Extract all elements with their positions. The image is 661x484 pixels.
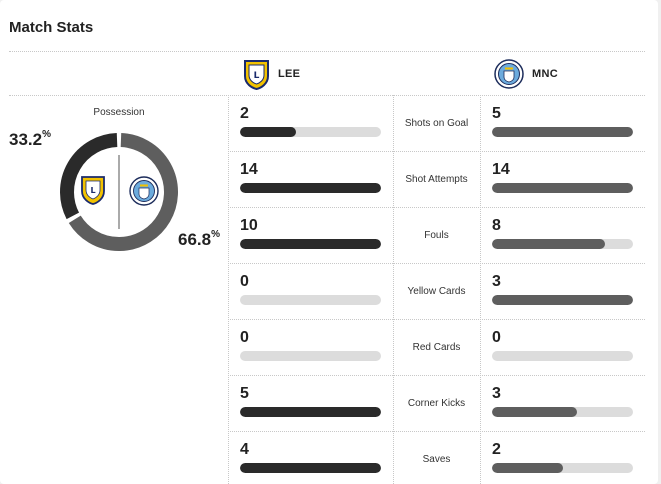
home-stat-bar-fill <box>240 239 381 249</box>
away-stat-bar-fill <box>492 463 563 473</box>
away-stat-cell: 14 <box>480 151 645 207</box>
stat-label: Shot Attempts <box>405 173 468 185</box>
stat-row: 10 Fouls 8 <box>0 207 658 263</box>
row-divider <box>228 431 645 432</box>
away-stat-cell: 3 <box>480 263 645 319</box>
home-stat-cell: 2 <box>228 95 393 151</box>
stat-row: 5 Corner Kicks 3 <box>0 375 658 431</box>
away-stat-bar <box>492 295 633 305</box>
stat-label: Yellow Cards <box>407 285 466 297</box>
home-stat-bar-fill <box>240 183 381 193</box>
possession-label: Possession <box>93 107 145 118</box>
man-city-crest-icon <box>129 176 159 206</box>
away-stat-value: 2 <box>492 441 501 458</box>
page-title: Match Stats <box>9 19 94 36</box>
stat-row: 2 Shots on Goal 5 <box>0 95 658 151</box>
stat-row: 14 Shot Attempts 14 <box>0 151 658 207</box>
home-possession-value: 33.2% <box>9 129 51 149</box>
away-stat-cell: 8 <box>480 207 645 263</box>
svg-text:L: L <box>90 186 95 195</box>
home-stat-bar-fill <box>240 407 381 417</box>
home-stat-cell: 4 <box>228 431 393 484</box>
home-possession-arc <box>60 133 118 220</box>
home-stat-value: 14 <box>240 161 258 178</box>
stat-label: Shots on Goal <box>404 117 469 129</box>
row-divider <box>228 263 645 264</box>
home-stat-bar-fill <box>240 463 381 473</box>
row-divider <box>228 319 645 320</box>
man-city-crest-icon <box>494 59 524 89</box>
home-stat-value: 5 <box>240 385 249 402</box>
possession-donut-chart: L <box>60 133 178 251</box>
stat-row: 0 Red Cards 0 <box>0 319 658 375</box>
row-divider <box>228 151 645 152</box>
home-stat-bar <box>240 407 381 417</box>
home-stat-bar <box>240 239 381 249</box>
away-stat-value: 0 <box>492 329 501 346</box>
divider <box>9 51 645 52</box>
away-stat-cell: 3 <box>480 375 645 431</box>
home-stat-bar <box>240 351 381 361</box>
column-divider <box>480 95 481 484</box>
column-divider <box>393 95 394 484</box>
away-team-header[interactable]: MNC <box>494 57 558 91</box>
away-team-abbr: MNC <box>532 68 558 80</box>
away-stat-value: 8 <box>492 217 501 234</box>
home-stat-bar <box>240 127 381 137</box>
home-stat-bar-fill <box>240 127 297 137</box>
stat-row: 0 Yellow Cards 3 <box>0 263 658 319</box>
column-divider <box>228 95 229 484</box>
away-possession-arc <box>68 133 178 251</box>
away-stat-value: 14 <box>492 161 510 178</box>
home-stat-cell: 0 <box>228 263 393 319</box>
home-stat-bar <box>240 463 381 473</box>
home-stat-cell: 5 <box>228 375 393 431</box>
leeds-crest-icon: L <box>244 59 269 90</box>
stat-label: Saves <box>422 453 451 465</box>
home-stat-cell: 0 <box>228 319 393 375</box>
home-stat-value: 10 <box>240 217 258 234</box>
away-stat-value: 3 <box>492 273 501 290</box>
home-stat-cell: 10 <box>228 207 393 263</box>
stat-label: Red Cards <box>412 341 461 353</box>
away-stat-bar-fill <box>492 127 633 137</box>
away-stat-bar <box>492 463 633 473</box>
divider <box>9 95 645 96</box>
home-stat-value: 2 <box>240 105 249 122</box>
away-stat-value: 3 <box>492 385 501 402</box>
home-team-abbr: LEE <box>278 68 301 80</box>
away-stat-bar-fill <box>492 239 605 249</box>
away-stat-bar-fill <box>492 183 633 193</box>
svg-text:L: L <box>254 71 260 81</box>
away-stat-bar <box>492 183 633 193</box>
away-stat-bar <box>492 239 633 249</box>
away-possession-value: 66.8% <box>178 229 220 249</box>
away-stat-bar-fill <box>492 295 633 305</box>
away-stat-cell: 0 <box>480 319 645 375</box>
away-stat-bar-fill <box>492 407 577 417</box>
home-stat-bar <box>240 295 381 305</box>
away-stat-value: 5 <box>492 105 501 122</box>
away-stat-bar <box>492 127 633 137</box>
home-stat-value: 0 <box>240 329 249 346</box>
home-stat-value: 0 <box>240 273 249 290</box>
home-stat-bar <box>240 183 381 193</box>
stat-label: Fouls <box>424 229 449 241</box>
stat-label: Corner Kicks <box>407 397 466 409</box>
row-divider <box>228 207 645 208</box>
away-stat-bar <box>492 407 633 417</box>
away-stat-cell: 5 <box>480 95 645 151</box>
home-team-header[interactable]: L LEE <box>243 57 300 91</box>
stat-row: 4 Saves 2 <box>0 431 658 484</box>
away-stat-bar <box>492 351 633 361</box>
away-stat-cell: 2 <box>480 431 645 484</box>
home-stat-value: 4 <box>240 441 249 458</box>
home-stat-cell: 14 <box>228 151 393 207</box>
leeds-crest-icon: L <box>81 176 105 205</box>
row-divider <box>228 375 645 376</box>
